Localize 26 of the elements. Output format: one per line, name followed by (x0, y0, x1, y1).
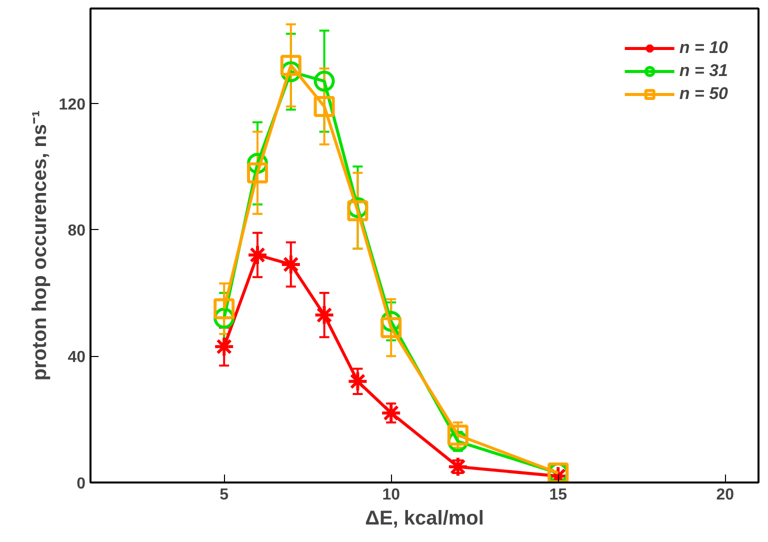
point (347, 370, 368, 392)
legend-label: n = 50 (679, 84, 728, 104)
point (214, 336, 235, 358)
point (380, 317, 402, 338)
point (214, 298, 235, 320)
x-tick-label: 5 (220, 486, 229, 504)
point (447, 424, 468, 446)
x-tick-label: 20 (716, 486, 734, 504)
y-tick-label: 120 (58, 96, 86, 114)
legend-label: n = 10 (679, 38, 728, 58)
y-tick-label: 80 (68, 222, 86, 240)
y-axis-title: proton hop occurences, ns⁻¹ (28, 110, 51, 381)
point (314, 96, 335, 117)
y-tick-label: 40 (68, 349, 86, 366)
x-tick-label: 15 (549, 486, 568, 504)
y-tick-label: 0 (76, 476, 86, 492)
legend-label: n = 31 (679, 61, 728, 81)
point (280, 54, 302, 76)
point (314, 304, 335, 326)
x-axis-title: ΔE, kcal/mol (365, 508, 484, 530)
x-tick-label: 10 (382, 486, 400, 504)
point (247, 162, 268, 184)
point (447, 456, 468, 478)
point (247, 244, 268, 266)
point (314, 70, 335, 92)
point (280, 254, 302, 275)
